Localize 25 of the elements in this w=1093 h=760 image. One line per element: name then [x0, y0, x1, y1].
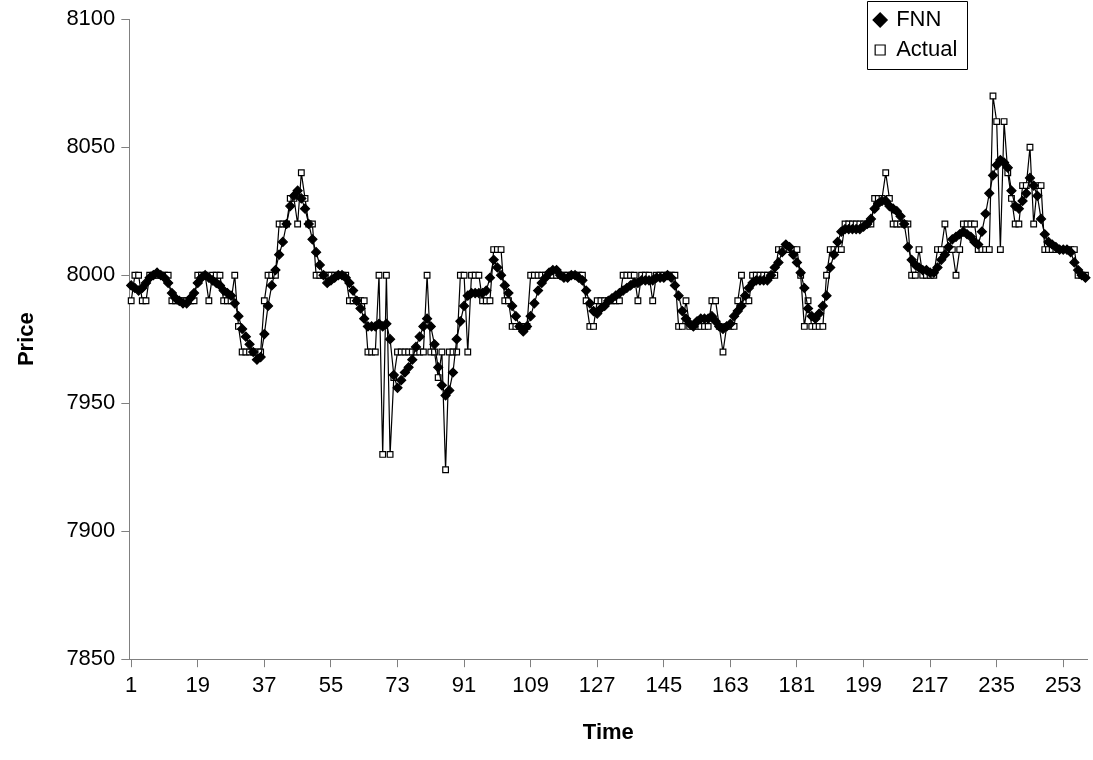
- y-tick-label: 8000: [66, 261, 116, 287]
- x-tick-label: 127: [578, 672, 616, 698]
- y-axis-title: Price: [13, 312, 39, 367]
- y-tick-label: 7950: [66, 389, 116, 415]
- x-tick-label: 55: [318, 672, 344, 698]
- x-tick-label: 109: [512, 672, 550, 698]
- x-tick-label: 91: [451, 672, 477, 698]
- x-tick-label: 19: [185, 672, 211, 698]
- y-tick-label: 8100: [66, 5, 116, 31]
- x-tick-label: 163: [712, 672, 749, 698]
- legend-label: Actual: [896, 36, 958, 62]
- y-tick-label: 7900: [66, 517, 116, 543]
- legend-label: FNN: [896, 6, 942, 32]
- x-tick-label: 235: [978, 672, 1016, 698]
- x-tick-label: 181: [778, 672, 816, 698]
- x-tick-label: 145: [645, 672, 683, 698]
- x-tick-label: 253: [1044, 672, 1082, 698]
- x-tick-label: 37: [252, 672, 277, 698]
- y-tick-label: 7850: [66, 645, 116, 671]
- x-tick-label: 199: [845, 672, 882, 698]
- x-tick-label: 73: [385, 672, 410, 698]
- y-tick-label: 8050: [66, 133, 116, 159]
- x-tick-label: 1: [125, 672, 138, 698]
- x-tick-label: 217: [911, 672, 949, 698]
- x-axis-title: Time: [582, 718, 634, 744]
